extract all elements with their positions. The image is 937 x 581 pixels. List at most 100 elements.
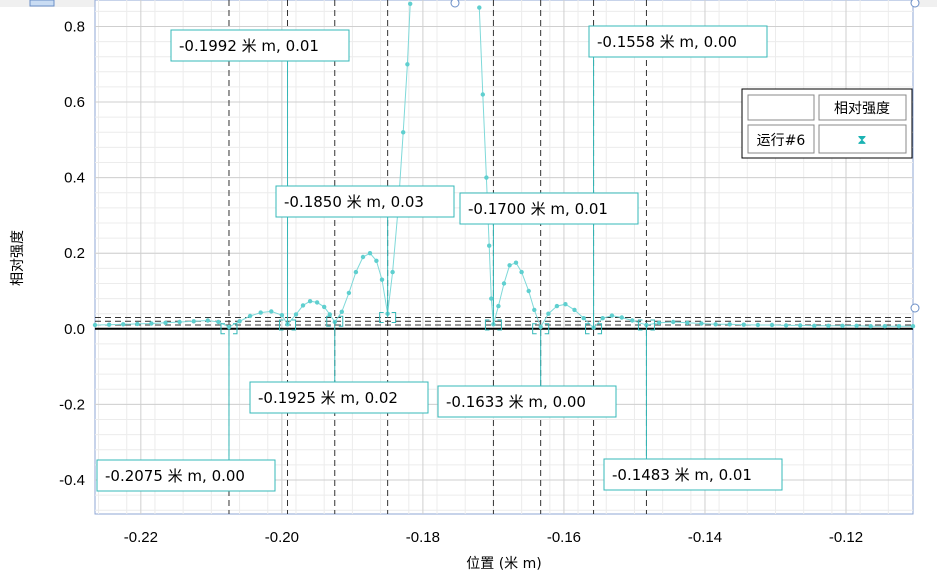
data-point	[507, 263, 512, 268]
data-point	[868, 324, 873, 329]
legend-symbol-cell	[818, 124, 907, 154]
x-tick-label: -0.12	[829, 529, 863, 546]
annotation-bracket	[532, 323, 550, 335]
x-tick-label: -0.14	[688, 529, 722, 546]
y-tick-label: -0.4	[59, 472, 85, 489]
data-point	[882, 324, 887, 329]
resize-handle[interactable]	[910, 0, 920, 8]
y-tick-label: 0.6	[64, 94, 85, 111]
data-point	[269, 309, 274, 314]
data-point	[496, 303, 501, 309]
y-tick-label: 0.2	[64, 245, 85, 262]
y-tick-label: 0.4	[64, 170, 85, 187]
y-tick-label: 0.0	[64, 321, 85, 338]
legend-series-cell	[747, 124, 815, 154]
x-tick-label: -0.20	[265, 529, 299, 546]
data-point	[538, 324, 543, 330]
data-point	[390, 269, 395, 275]
data-point	[685, 320, 690, 325]
annotation-box	[603, 458, 783, 491]
data-point	[563, 302, 568, 307]
data-point	[327, 312, 332, 317]
data-point	[149, 321, 154, 326]
data-point	[532, 307, 537, 313]
data-point	[401, 130, 406, 135]
data-point	[247, 313, 253, 319]
data-point	[374, 258, 379, 263]
data-point	[656, 320, 662, 325]
data-point	[769, 322, 775, 328]
data-point	[346, 290, 352, 296]
annotation-box	[170, 29, 350, 62]
data-point	[572, 307, 577, 313]
resize-handle[interactable]	[910, 303, 920, 313]
x-tick-label: -0.18	[406, 529, 440, 546]
data-point	[226, 324, 232, 330]
data-point	[609, 313, 615, 318]
legend-blank-cell	[747, 94, 815, 121]
data-point	[619, 315, 624, 320]
annotation-bracket	[220, 323, 238, 335]
data-point	[630, 318, 635, 323]
data-point	[727, 322, 732, 327]
data-point	[783, 323, 789, 328]
data-point	[910, 324, 916, 329]
data-point	[554, 303, 560, 309]
annotation-label: -0.1558 米 m, 0.00	[597, 33, 737, 51]
data-point	[600, 316, 605, 321]
data-point	[121, 322, 126, 327]
x-tick-label: -0.16	[547, 529, 581, 546]
y-tick-label: 0.8	[64, 18, 85, 35]
legend[interactable]: 相对强度 运行#6 ⧗	[741, 88, 913, 159]
data-point	[205, 318, 210, 323]
data-point	[581, 316, 586, 321]
y-tick-label: -0.2	[59, 396, 85, 413]
data-point	[353, 269, 359, 275]
annotation-bracket	[585, 323, 603, 335]
annotation-label: -0.1483 米 m, 0.01	[612, 466, 752, 484]
data-point	[367, 251, 373, 256]
x-axis-ticks: -0.22 -0.20 -0.18 -0.16 -0.14 -0.12	[124, 529, 863, 546]
data-point	[644, 322, 649, 328]
legend-series-label: 运行#6	[757, 133, 806, 149]
annotation-label: -0.1925 米 m, 0.02	[258, 389, 398, 407]
data-point	[258, 310, 263, 315]
data-point	[546, 311, 551, 316]
annotation-label: -0.1992 米 m, 0.01	[179, 37, 319, 55]
data-point	[92, 322, 98, 328]
data-point	[314, 300, 320, 305]
data-point	[489, 296, 494, 301]
annotation-bracket	[484, 319, 502, 331]
data-point	[191, 319, 196, 324]
resize-handle[interactable]	[450, 0, 460, 8]
data-point	[322, 304, 327, 310]
data-point	[741, 322, 746, 327]
annotation-box	[437, 385, 617, 418]
data-point	[480, 92, 485, 97]
data-point	[237, 319, 242, 324]
legend-header: 相对强度	[834, 101, 890, 117]
series-line	[478, 7, 913, 329]
legend-header-cell	[818, 94, 907, 121]
annotation-bracket	[637, 319, 655, 331]
data-point	[339, 309, 344, 314]
data-point	[307, 299, 313, 304]
x-tick-label: -0.22	[124, 529, 158, 546]
y-axis-title: 相对强度	[10, 230, 26, 286]
data-point	[812, 323, 817, 328]
data-point	[487, 243, 492, 248]
data-point	[798, 323, 803, 328]
data-point	[216, 319, 221, 325]
annotation-label: -0.1850 米 m, 0.03	[284, 193, 424, 211]
data-point	[177, 319, 182, 325]
data-point	[501, 281, 507, 286]
data-point	[279, 313, 285, 318]
annotation-box	[96, 459, 276, 492]
toolbar-button[interactable]	[29, 0, 55, 7]
data-point	[755, 322, 761, 328]
data-point	[379, 277, 385, 282]
data-point	[405, 62, 410, 67]
y-axis-ticks: -0.4 -0.2 0.0 0.2 0.4 0.6 0.8	[59, 18, 85, 489]
data-point	[163, 320, 168, 325]
